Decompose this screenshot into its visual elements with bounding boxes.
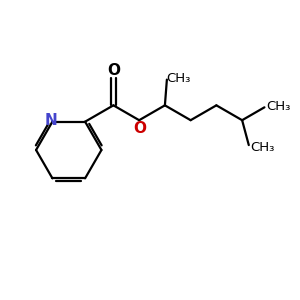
Text: CH₃: CH₃ — [250, 141, 275, 154]
Text: CH₃: CH₃ — [266, 100, 290, 113]
Text: O: O — [134, 121, 147, 136]
Text: O: O — [107, 63, 120, 78]
Text: N: N — [45, 113, 58, 128]
Text: CH₃: CH₃ — [167, 72, 191, 85]
